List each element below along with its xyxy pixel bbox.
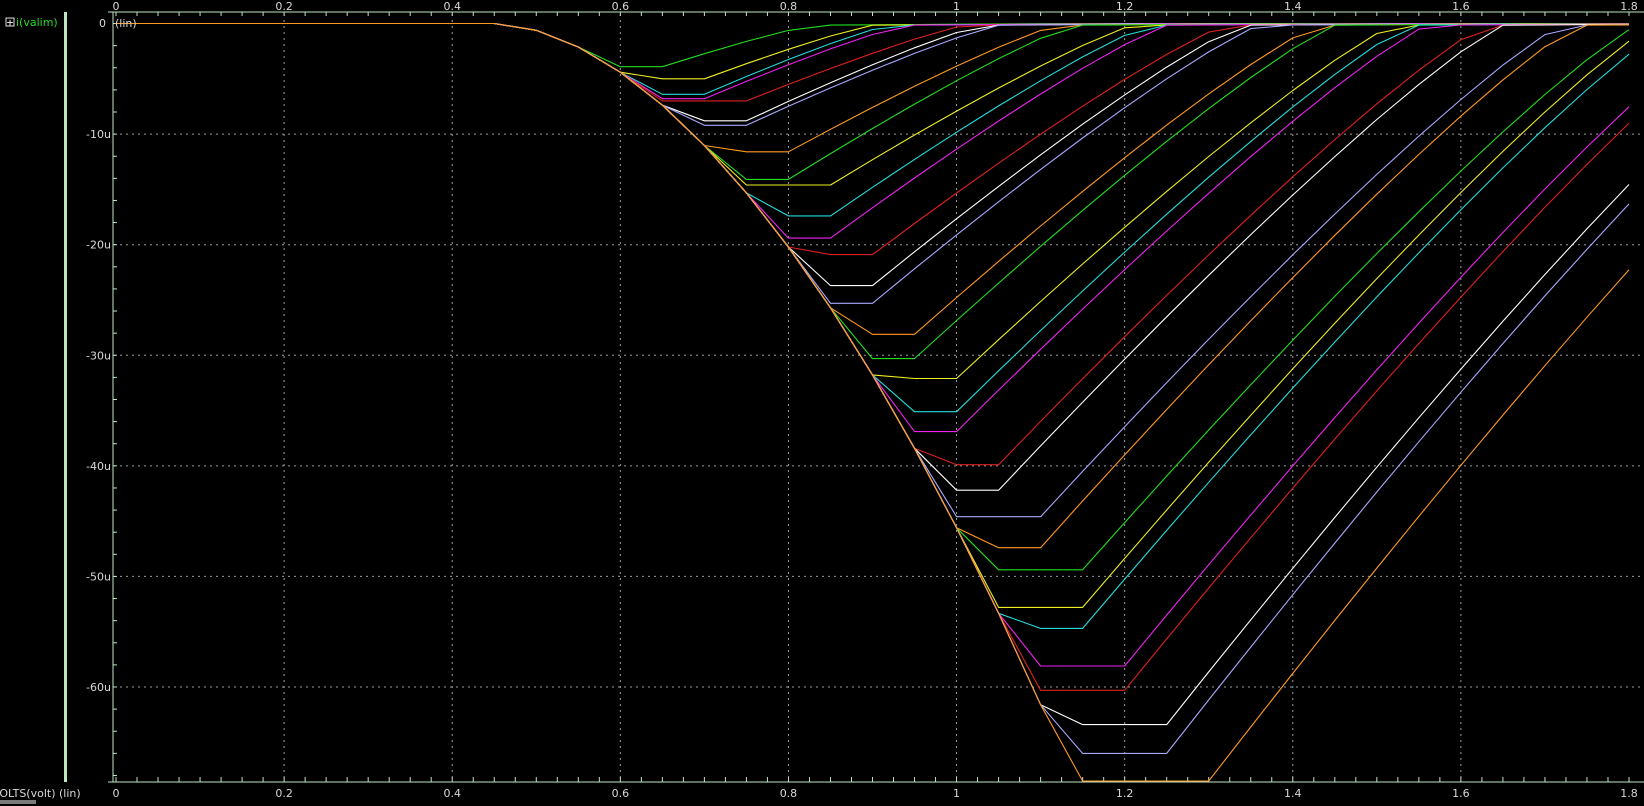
x-tick-label-bottom: 0	[113, 787, 120, 800]
x-tick-label-bottom: 1.2	[1116, 787, 1134, 800]
x-tick-label-top: 0.4	[443, 0, 461, 13]
y-tick-label: -40u	[86, 460, 111, 473]
x-tick-label-bottom: 0.2	[275, 787, 293, 800]
x-tick-label-top: 0.6	[612, 0, 630, 13]
y-tick-label: -10u	[86, 128, 111, 141]
y-tick-label: -20u	[86, 239, 111, 252]
x-tick-label-top: 1	[953, 0, 960, 13]
x-tick-label-bottom: 0.6	[612, 787, 630, 800]
series-lines	[116, 22, 1630, 782]
x-tick-label-top: 1.6	[1452, 0, 1470, 13]
x-tick-label-bottom: 1	[953, 787, 960, 800]
bottom-scrollbar[interactable]	[0, 800, 36, 804]
x-tick-label-bottom: 1.4	[1284, 787, 1302, 800]
x-tick-label-top: 1.8	[1620, 0, 1638, 13]
x-tick-label-top: 0.8	[780, 0, 798, 13]
x-tick-label-top: 0.2	[275, 0, 293, 13]
tick-labels: 000.20.20.40.40.60.60.80.8111.21.21.41.4…	[86, 0, 1638, 800]
y-tick-label: -50u	[86, 570, 111, 583]
expand-toggle-glyph: +	[6, 19, 14, 29]
y-scale-tag: (lin)	[115, 17, 137, 30]
y-zero-label: 0	[99, 17, 106, 30]
series-line	[116, 22, 1630, 782]
axis-ticks	[113, 12, 1630, 782]
x-tick-label-top: 0	[113, 0, 120, 13]
x-tick-label-bottom: 0.4	[443, 787, 461, 800]
y-tick-label: -60u	[86, 681, 111, 694]
x-tick-label-bottom: 1.6	[1452, 787, 1470, 800]
x-tick-label-top: 1.4	[1284, 0, 1302, 13]
x-tick-label-top: 1.2	[1116, 0, 1134, 13]
legend-signal-name[interactable]: i(valim)	[16, 16, 58, 29]
x-axis-title: VOLTS(volt) (lin)	[0, 787, 81, 800]
x-tick-label-bottom: 0.8	[780, 787, 798, 800]
x-tick-label-bottom: 1.8	[1620, 787, 1638, 800]
legend-panel-border	[64, 12, 67, 782]
grid-lines	[114, 14, 1640, 780]
legend-entry[interactable]: + i(valim)	[5, 16, 58, 29]
expand-toggle-icon[interactable]	[5, 17, 15, 27]
y-tick-label: -30u	[86, 349, 111, 362]
